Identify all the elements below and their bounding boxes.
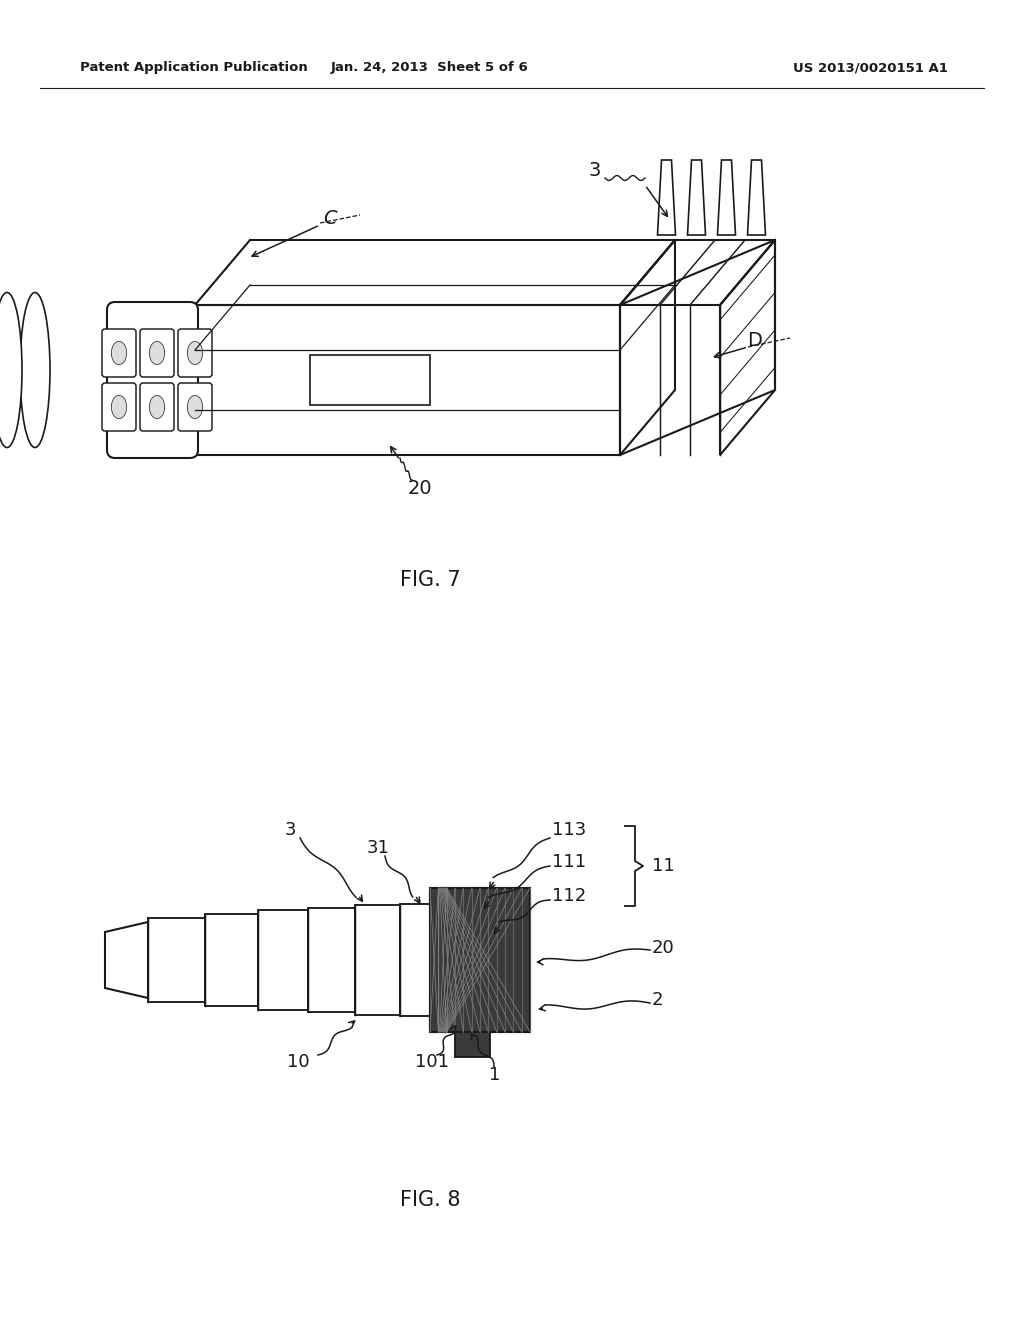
Ellipse shape [0,293,22,447]
Ellipse shape [112,396,127,418]
Bar [430,888,530,1032]
Text: 111: 111 [552,853,586,871]
Text: FIG. 8: FIG. 8 [399,1191,460,1210]
Text: 112: 112 [552,887,587,906]
Ellipse shape [150,396,165,418]
Text: Jan. 24, 2013  Sheet 5 of 6: Jan. 24, 2013 Sheet 5 of 6 [331,62,528,74]
FancyBboxPatch shape [102,329,136,378]
Text: 31: 31 [367,840,389,857]
Text: 3: 3 [589,161,601,180]
Bar [400,904,430,1016]
Text: 1: 1 [489,1067,501,1084]
Ellipse shape [150,342,165,364]
Bar [205,913,258,1006]
Text: 10: 10 [287,1053,309,1071]
Ellipse shape [20,293,50,447]
Text: 2: 2 [652,991,664,1008]
Text: 11: 11 [652,857,675,875]
Text: 20: 20 [408,479,432,498]
Text: Patent Application Publication: Patent Application Publication [80,62,308,74]
Text: 20: 20 [652,939,675,957]
Text: 113: 113 [552,821,587,840]
Bar [310,355,430,405]
Text: FIG. 7: FIG. 7 [399,570,461,590]
FancyBboxPatch shape [106,302,198,458]
Ellipse shape [112,342,127,364]
Ellipse shape [187,396,203,418]
Bar [355,906,400,1015]
FancyBboxPatch shape [140,383,174,432]
Bar [258,909,308,1010]
Text: D: D [748,330,763,350]
Text: C: C [324,209,337,227]
FancyBboxPatch shape [178,383,212,432]
Bar [308,908,355,1012]
FancyBboxPatch shape [102,383,136,432]
Bar [148,917,205,1002]
Text: US 2013/0020151 A1: US 2013/0020151 A1 [793,62,947,74]
FancyBboxPatch shape [140,329,174,378]
Text: 3: 3 [285,821,296,840]
Bar [455,1032,490,1057]
Ellipse shape [187,342,203,364]
Text: 101: 101 [415,1053,449,1071]
FancyBboxPatch shape [178,329,212,378]
Bar [430,888,530,1032]
